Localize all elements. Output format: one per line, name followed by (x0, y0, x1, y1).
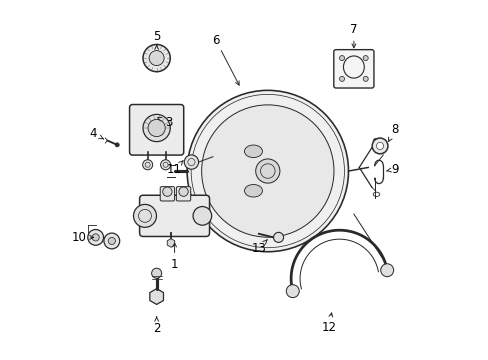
Circle shape (142, 44, 170, 72)
Text: 13: 13 (251, 242, 266, 255)
Circle shape (151, 268, 162, 278)
Circle shape (363, 55, 367, 60)
Text: 2: 2 (153, 322, 160, 335)
Circle shape (148, 120, 165, 136)
FancyBboxPatch shape (176, 186, 190, 201)
Circle shape (142, 160, 152, 170)
Circle shape (92, 234, 99, 241)
Circle shape (184, 155, 198, 169)
Circle shape (201, 105, 333, 237)
Polygon shape (149, 289, 163, 305)
Circle shape (363, 76, 367, 81)
Ellipse shape (244, 184, 262, 197)
Text: 1: 1 (170, 258, 178, 271)
FancyBboxPatch shape (160, 186, 174, 201)
Circle shape (339, 76, 344, 81)
Circle shape (133, 204, 156, 227)
Circle shape (273, 232, 283, 242)
Circle shape (193, 207, 211, 225)
Polygon shape (167, 239, 174, 247)
Text: 5: 5 (153, 30, 160, 43)
FancyBboxPatch shape (333, 50, 373, 88)
Text: 10: 10 (71, 231, 86, 244)
Circle shape (142, 114, 170, 141)
Circle shape (163, 187, 172, 196)
Circle shape (286, 285, 299, 298)
Circle shape (339, 55, 344, 60)
Text: 8: 8 (390, 123, 398, 136)
Text: 12: 12 (321, 320, 336, 333)
Circle shape (371, 138, 387, 154)
Text: 4: 4 (89, 127, 97, 140)
FancyBboxPatch shape (139, 195, 209, 237)
Circle shape (376, 143, 383, 149)
Circle shape (380, 264, 393, 277)
FancyBboxPatch shape (129, 104, 183, 155)
Circle shape (179, 187, 188, 196)
Circle shape (104, 233, 120, 249)
Circle shape (108, 237, 115, 244)
Circle shape (187, 90, 348, 252)
Circle shape (160, 160, 170, 170)
Text: 3: 3 (165, 116, 173, 129)
Text: 11: 11 (167, 163, 182, 176)
Ellipse shape (244, 145, 262, 158)
Text: 7: 7 (349, 23, 357, 36)
Circle shape (115, 143, 119, 147)
Circle shape (149, 50, 164, 66)
Text: 6: 6 (212, 33, 219, 47)
Text: 9: 9 (390, 163, 398, 176)
Circle shape (88, 229, 103, 245)
Circle shape (255, 159, 279, 183)
